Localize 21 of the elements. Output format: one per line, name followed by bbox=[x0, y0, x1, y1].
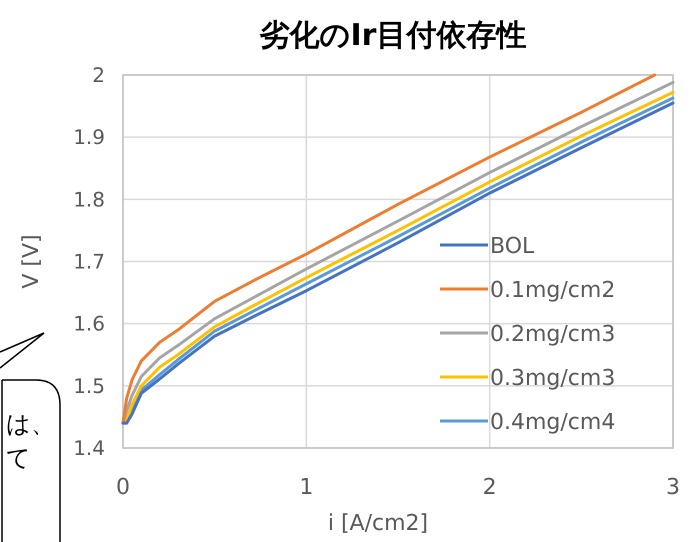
legend-label: 0.4mg/cm4 bbox=[490, 410, 616, 435]
y-tick-label: 1.6 bbox=[73, 312, 105, 336]
chart-title: 劣化のIr目付依存性 bbox=[260, 18, 526, 53]
y-tick-label: 1.5 bbox=[73, 374, 105, 398]
y-tick-label: 2 bbox=[92, 63, 105, 87]
legend-label: BOL bbox=[490, 234, 536, 259]
x-tick-label: 0 bbox=[116, 475, 130, 500]
legend-label: 0.2mg/cm3 bbox=[490, 322, 616, 347]
legend-label: 0.3mg/cm3 bbox=[490, 366, 616, 391]
x-tick-label: 2 bbox=[482, 475, 497, 500]
y-tick-label: 1.4 bbox=[73, 436, 105, 460]
text: て bbox=[6, 444, 31, 472]
y-tick-label: 1.7 bbox=[73, 250, 105, 274]
text: は、 bbox=[6, 410, 55, 438]
y-tick-label: 1.9 bbox=[73, 125, 105, 150]
x-axis-title: i [A/cm2] bbox=[328, 511, 428, 536]
x-tick-label: 3 bbox=[666, 475, 680, 500]
x-tick-label: 1 bbox=[299, 475, 314, 500]
legend-label: 0.1mg/cm2 bbox=[490, 278, 616, 303]
y-axis-title: V [V] bbox=[19, 234, 44, 289]
y-tick-label: 1.8 bbox=[73, 187, 105, 212]
